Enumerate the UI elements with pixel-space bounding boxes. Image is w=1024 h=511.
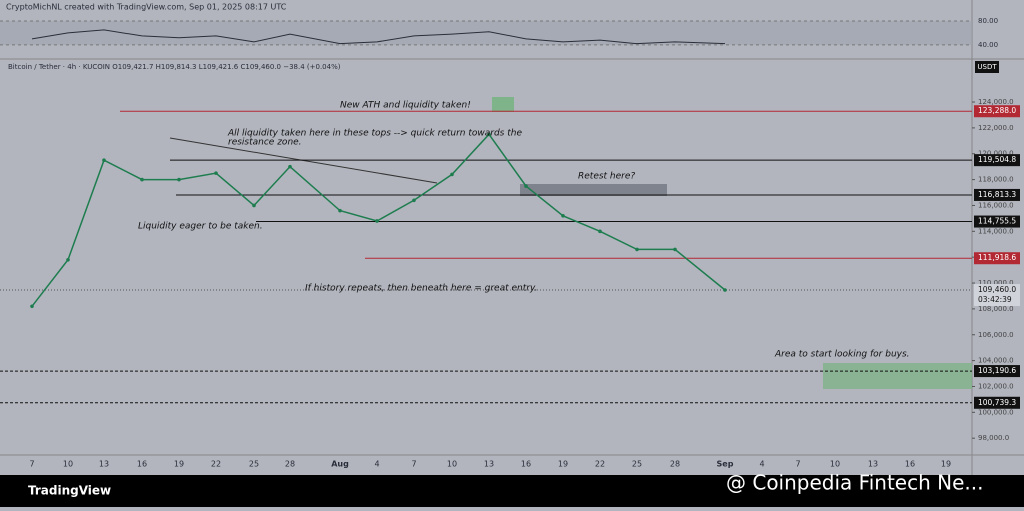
y-tick-label: 118,000.0 — [978, 176, 1014, 184]
x-tick-label: Sep — [717, 460, 734, 469]
countdown: 03:42:39 — [978, 295, 1012, 304]
level-label: 123,288.0 — [978, 106, 1016, 115]
currency-badge — [975, 61, 999, 73]
price-point — [524, 184, 528, 188]
rsi-tick-label: 80.00 — [978, 17, 998, 25]
y-tick-label: 110,000.0 — [978, 279, 1014, 287]
x-tick-label: 22 — [595, 460, 605, 469]
level-badge — [974, 188, 1020, 201]
x-tick-label: 10 — [63, 460, 73, 469]
symbol-info: Bitcoin / Tether · 4h · KUCOIN O109,421.… — [8, 63, 341, 71]
x-tick-label: 16 — [137, 460, 147, 469]
y-tick-label: 98,000.0 — [978, 434, 1009, 442]
x-tick-label: 19 — [941, 460, 951, 469]
x-tick-label: 10 — [447, 460, 457, 469]
x-tick-label: 13 — [99, 460, 109, 469]
price-point — [375, 219, 379, 223]
x-tick-label: 19 — [174, 460, 184, 469]
price-point — [288, 164, 292, 169]
price-point — [30, 304, 34, 309]
annotation: resistance zone. — [228, 138, 302, 148]
annotation: Area to start looking for buys. — [774, 350, 910, 360]
y-tick-label: 104,000.0 — [978, 357, 1014, 365]
x-tick-label: 13 — [484, 460, 494, 469]
y-tick-label: 106,000.0 — [978, 331, 1014, 339]
price-point — [673, 247, 677, 252]
y-tick-label: 122,000.0 — [978, 124, 1014, 132]
y-tick-label: 120,000.0 — [978, 150, 1014, 158]
x-tick-label: 22 — [211, 460, 221, 469]
price-point — [214, 171, 218, 175]
annotation: New ATH and liquidity taken! — [340, 101, 471, 111]
level-label: 116,813.3 — [978, 190, 1016, 199]
x-tick-label: 4 — [759, 460, 764, 469]
price-point — [450, 172, 454, 177]
x-tick-label: 4 — [374, 460, 379, 469]
level-label: 119,504.8 — [978, 155, 1016, 164]
x-tick-label: Aug — [331, 460, 349, 469]
level-badge — [974, 252, 1020, 265]
price-point — [723, 288, 727, 292]
price-point — [598, 229, 602, 234]
price-point — [140, 177, 144, 182]
x-tick-label: 19 — [558, 460, 568, 469]
current-badge — [974, 284, 1020, 307]
price-point — [412, 198, 416, 203]
price-point — [102, 158, 106, 163]
rsi-band — [0, 20, 972, 45]
currency: USDT — [977, 63, 997, 71]
annotation: Retest here? — [578, 172, 635, 182]
price-point — [177, 177, 181, 182]
rsi-tick-label: 40.00 — [978, 41, 998, 49]
x-tick-label: 25 — [632, 460, 642, 469]
x-tick-label: 16 — [521, 460, 531, 469]
y-tick-label: 116,000.0 — [978, 201, 1014, 209]
footer — [0, 475, 1024, 507]
price-point — [66, 257, 70, 262]
price-point — [561, 214, 565, 218]
x-tick-label: 7 — [411, 460, 416, 469]
credit: CryptoMichNL created with TradingView.co… — [6, 3, 287, 12]
watermark: @ Coinpedia Fintech Ne... — [726, 471, 983, 495]
x-tick-label: 10 — [830, 460, 840, 469]
y-tick-label: 108,000.0 — [978, 305, 1014, 313]
annotation: Liquidity eager to be taken. — [138, 222, 263, 232]
ath-zone — [492, 97, 514, 112]
level-badge — [974, 215, 1020, 228]
logo: TradingView — [28, 484, 111, 498]
x-tick-label: 7 — [29, 460, 34, 469]
rsi-line — [31, 29, 726, 45]
y-tick-label: 102,000.0 — [978, 382, 1014, 390]
level-badge — [974, 154, 1020, 167]
level-badge — [974, 365, 1020, 378]
annotation: All liquidity taken here in these tops -… — [227, 129, 522, 139]
price-point — [487, 132, 491, 137]
current-label: 109,460.0 — [978, 285, 1016, 294]
level-badge — [974, 396, 1020, 409]
retest-zone — [520, 184, 667, 196]
level-label: 103,190.6 — [978, 366, 1016, 375]
x-tick-label: 7 — [795, 460, 800, 469]
price-point — [338, 208, 342, 213]
x-tick-label: 13 — [868, 460, 878, 469]
level-label: 100,739.3 — [978, 398, 1016, 407]
price-point — [252, 203, 256, 208]
price-point — [635, 247, 639, 252]
level-label: 111,918.6 — [978, 253, 1016, 262]
level-label: 114,755.5 — [978, 217, 1016, 226]
annotation: If history repeats, then beneath here = … — [305, 284, 537, 294]
level-badge — [974, 105, 1020, 118]
x-tick-label: 25 — [249, 460, 259, 469]
buy-zone — [823, 363, 972, 389]
y-tick-label: 114,000.0 — [978, 227, 1014, 235]
x-tick-label: 28 — [670, 460, 680, 469]
y-tick-label: 100,000.0 — [978, 408, 1014, 416]
x-tick-label: 16 — [905, 460, 915, 469]
y-tick-label: 124,000.0 — [978, 98, 1014, 106]
x-tick-label: 28 — [285, 460, 295, 469]
